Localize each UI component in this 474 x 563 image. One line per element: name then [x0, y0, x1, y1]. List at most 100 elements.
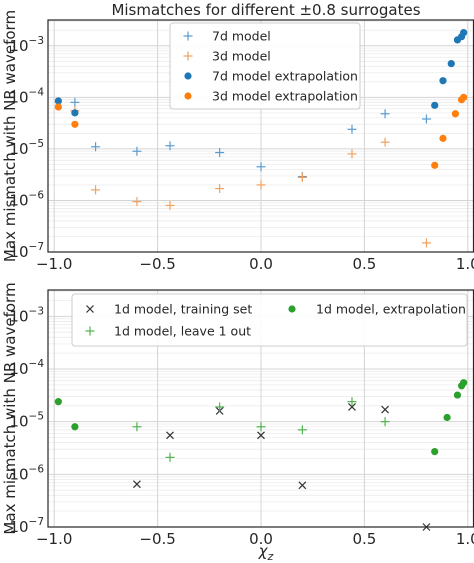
series-1d-model-leave-1-out — [132, 397, 390, 462]
data-point — [453, 391, 462, 399]
data-point — [421, 114, 431, 124]
data-point — [54, 398, 62, 406]
data-point — [132, 422, 142, 432]
data-point — [460, 29, 468, 37]
y-tick-label: 10−5 — [9, 411, 44, 431]
legend: 1d model, training set 1d model, leave 1 … — [71, 293, 468, 347]
y-tick-label: 10−7 — [9, 241, 44, 261]
legend-marker — [86, 305, 94, 313]
data-point — [54, 103, 62, 111]
data-point — [71, 120, 79, 128]
data-point — [215, 148, 225, 158]
legend-label: 3d model extrapolation — [212, 89, 358, 104]
data-point — [297, 172, 307, 182]
y-tick-label: 10−5 — [9, 138, 44, 158]
legend-label: 3d model — [212, 49, 271, 64]
data-point — [380, 109, 390, 119]
data-point — [439, 134, 447, 142]
series-1d-model-training-set — [132, 403, 431, 531]
data-point — [71, 423, 79, 431]
legend: 7d model 3d model 7d model extrapolation 3d… — [169, 22, 361, 110]
data-point — [215, 402, 225, 412]
data-point — [91, 185, 101, 195]
legend-label: 1d model, training set — [114, 302, 252, 317]
legend-label: 1d model, leave 1 out — [114, 324, 251, 339]
data-point — [381, 405, 390, 414]
data-point — [431, 101, 439, 109]
x-tick-label: −0.5 — [139, 255, 175, 273]
legend-marker — [183, 31, 193, 41]
data-point — [431, 448, 439, 456]
x-tick-label: 1.0 — [456, 255, 474, 273]
data-point — [215, 184, 225, 194]
y-tick-label: 10−7 — [9, 516, 44, 536]
legend-box — [169, 22, 361, 110]
x-tick-label: 0.0 — [249, 255, 273, 273]
x-tick-label: 0.5 — [352, 530, 376, 548]
legend-label: 7d model — [212, 29, 271, 44]
x-tick-label: 1.0 — [456, 530, 474, 548]
x-tick-label: −1.0 — [36, 255, 72, 273]
data-point — [165, 141, 175, 151]
legend-marker — [85, 326, 95, 336]
data-point — [132, 480, 141, 489]
legend-label: 7d model extrapolation — [212, 69, 358, 84]
y-tick-label: 10−3 — [9, 35, 44, 55]
data-point — [256, 180, 266, 190]
data-point — [71, 109, 79, 117]
x-axis-label-sub: z — [267, 550, 274, 563]
series-3d-model — [70, 106, 431, 248]
data-point — [443, 413, 451, 422]
data-point — [256, 422, 266, 432]
bottom-panel: −1.0 −0.5 0.0 0.5 1.0 10−7 10−6 10−5 10−4 10−3Max… — [1, 282, 474, 548]
data-point — [298, 481, 307, 490]
data-point — [166, 431, 174, 440]
data-point — [439, 77, 447, 85]
data-point — [54, 97, 62, 105]
legend-marker — [183, 51, 193, 61]
data-point — [447, 60, 455, 68]
data-point — [380, 137, 390, 147]
data-point — [460, 379, 468, 387]
data-point — [431, 161, 439, 169]
y-tick-label: 10−6 — [9, 189, 44, 209]
legend-box — [71, 293, 468, 347]
data-point — [165, 452, 175, 462]
data-point — [91, 142, 101, 152]
y-axis-label: Max mismatch with NR waveform — [1, 10, 19, 262]
data-point — [132, 197, 142, 207]
series-3d-model-extrapolation — [54, 93, 468, 169]
legend-label: 1d model, extrapolation — [316, 302, 466, 317]
data-point — [347, 397, 357, 407]
x-tick-label: −0.5 — [139, 530, 175, 548]
data-point — [347, 149, 357, 159]
x-axis-label-main: χ — [258, 542, 269, 560]
data-point — [380, 417, 390, 427]
x-tick-label: −1.0 — [36, 530, 72, 548]
y-tick-label: 10−3 — [9, 305, 44, 325]
data-point — [451, 110, 459, 118]
data-point — [165, 200, 175, 210]
y-tick-label: 10−4 — [9, 358, 44, 378]
y-axis-label: Max mismatch with NR waveform — [1, 282, 19, 534]
x-tick-label: 0.0 — [249, 530, 273, 548]
data-point — [421, 238, 431, 248]
data-point — [132, 146, 142, 156]
data-point — [460, 93, 468, 101]
data-point — [70, 97, 80, 107]
series-7d-model-extrapolation — [54, 29, 468, 117]
data-point — [348, 403, 356, 411]
data-point — [422, 523, 431, 531]
series-7d-model — [70, 97, 431, 182]
legend-marker — [184, 92, 192, 100]
top-panel: −1.0 −0.5 0.0 0.5 1.0 10−7 10−6 10−5 10−4 10−3Max… — [1, 10, 474, 273]
data-point — [256, 162, 266, 172]
data-point — [297, 425, 307, 435]
legend-marker — [288, 305, 296, 313]
x-axis-label: χz — [258, 542, 274, 563]
data-point — [257, 431, 265, 440]
legend-marker — [184, 72, 192, 80]
series-1d-model-extrapolation — [54, 379, 468, 456]
y-tick-label: 10−4 — [9, 86, 44, 106]
